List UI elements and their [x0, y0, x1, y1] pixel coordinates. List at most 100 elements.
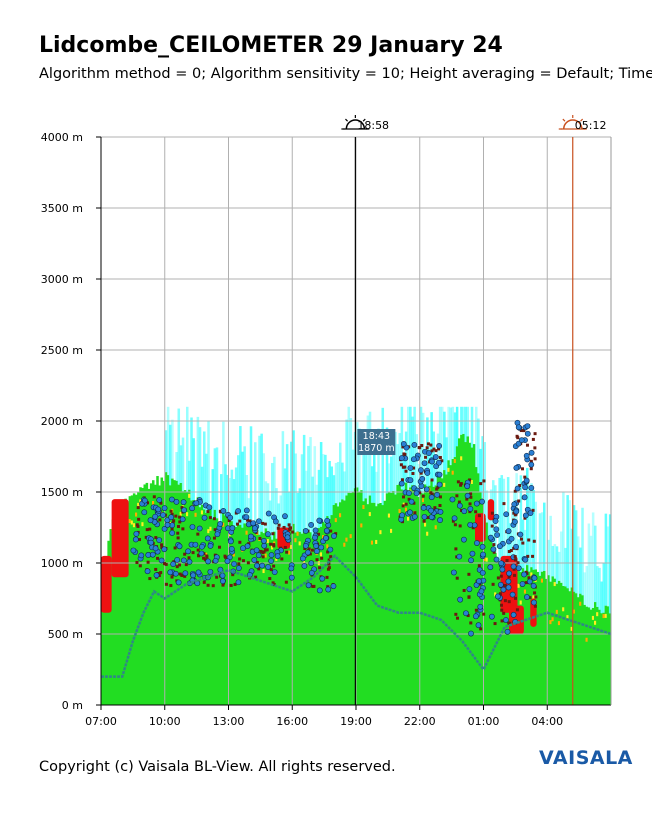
noise-cell	[207, 420, 210, 512]
cloud-cell	[238, 519, 242, 523]
cloud-cell	[533, 457, 537, 461]
noise-cell	[428, 447, 431, 486]
signal-cell	[109, 529, 113, 705]
layer-dot	[288, 565, 295, 572]
layer-dot	[437, 517, 443, 523]
cloud-cell	[172, 519, 176, 523]
x-tick-label: 19:00	[340, 715, 372, 728]
cloud-cell	[152, 495, 156, 499]
noise-cell	[568, 500, 572, 592]
cloud-cell	[402, 452, 406, 456]
layer-dot	[248, 533, 254, 540]
high-backscatter-cell	[101, 555, 112, 613]
noise-cell	[600, 581, 603, 614]
noise-cell	[281, 431, 285, 528]
signal-cell	[402, 490, 406, 705]
cloud-cell	[440, 459, 444, 463]
layer-dot	[138, 552, 145, 559]
signal-cell	[360, 523, 363, 528]
cloud-cell	[159, 571, 163, 575]
cloud-cell	[509, 549, 513, 553]
noise-cell	[200, 466, 204, 505]
signal-cell	[555, 583, 559, 705]
cloud-cell	[529, 467, 533, 471]
signal-cell	[562, 586, 565, 705]
cloud-cell	[400, 478, 404, 482]
signal-cell	[417, 496, 421, 705]
copyright-text: Copyright (c) Vaisala BL-View. All right…	[39, 759, 396, 775]
cloud-cell	[534, 595, 538, 599]
cloud-cell	[479, 627, 483, 631]
noise-cell	[326, 477, 329, 517]
signal-cell	[591, 607, 595, 705]
signal-cell	[324, 523, 327, 705]
cloud-cell	[455, 576, 459, 580]
signal-cell	[398, 483, 402, 705]
layer-dot	[490, 546, 497, 553]
signal-cell	[260, 531, 263, 705]
cloud-cell	[432, 447, 436, 451]
cloud-cell	[474, 510, 478, 514]
noise-cell	[262, 453, 266, 534]
noise-cell	[562, 492, 565, 587]
signal-cell	[487, 535, 491, 705]
layer-dot	[324, 517, 331, 524]
cloud-cell	[261, 521, 265, 525]
signal-cell	[438, 474, 442, 705]
signal-cell	[264, 528, 268, 705]
cloud-cell	[174, 514, 178, 518]
layer-dot	[170, 561, 177, 567]
layer-dot	[156, 497, 163, 503]
layer-dot	[152, 513, 159, 520]
signal-cell	[213, 509, 217, 705]
layer-dot	[411, 441, 418, 448]
layer-dot	[158, 557, 165, 564]
layer-dot	[524, 594, 530, 600]
signal-cell	[460, 456, 463, 461]
signal-cell	[453, 458, 457, 463]
layer-dot	[190, 572, 197, 579]
cloud-cell	[502, 502, 506, 506]
signal-cell	[145, 482, 149, 705]
high-backscatter-cell	[111, 499, 129, 578]
cloud-cell	[533, 446, 537, 450]
signal-cell	[220, 522, 223, 705]
layer-dot	[522, 512, 529, 519]
signal-cell	[368, 512, 372, 517]
signal-cell	[526, 565, 529, 705]
signal-cell	[294, 532, 297, 705]
noise-cell	[375, 471, 378, 507]
layer-dot	[517, 531, 524, 538]
noise-cell	[515, 473, 518, 563]
noise-cell	[215, 447, 219, 519]
signal-cell	[555, 609, 559, 614]
noise-cell	[169, 424, 172, 486]
signal-cell	[311, 538, 314, 705]
cloud-cell	[327, 566, 331, 570]
noise-cell	[447, 406, 450, 461]
layer-dot	[312, 527, 319, 534]
layer-dot	[243, 514, 250, 521]
noise-cell	[583, 572, 586, 605]
noise-cell	[232, 479, 236, 526]
cloud-cell	[500, 608, 504, 612]
noise-cell	[260, 433, 263, 532]
noise-cell	[543, 502, 546, 571]
cloud-cell	[507, 600, 511, 604]
cloud-cell	[135, 560, 139, 564]
cloud-cell	[208, 516, 212, 520]
cloud-cell	[156, 556, 160, 560]
layer-dot	[521, 571, 527, 578]
signal-cell	[370, 540, 374, 545]
layer-dot	[168, 496, 175, 503]
noise-cell	[553, 544, 557, 579]
signal-cell	[179, 511, 183, 516]
layer-dot	[528, 449, 535, 456]
noise-cell	[203, 431, 206, 510]
noise-cell	[475, 406, 478, 468]
signal-cell	[149, 483, 153, 705]
sunrise-sun-ray	[562, 118, 566, 122]
layer-dot	[437, 508, 444, 515]
signal-cell	[557, 621, 561, 626]
signal-cell	[319, 526, 323, 705]
